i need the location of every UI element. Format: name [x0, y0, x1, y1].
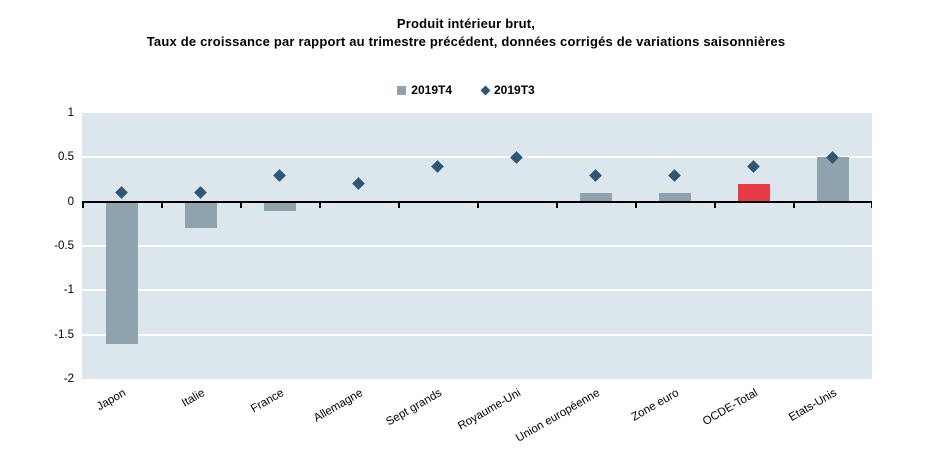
x-axis-tick	[240, 202, 242, 208]
x-axis-tick	[82, 202, 84, 208]
bar-2019T4-zone-euro	[658, 192, 691, 202]
y-axis-tick-label: -1.5	[54, 328, 74, 341]
x-axis-tick	[161, 202, 163, 208]
gridline--0.5	[82, 245, 872, 247]
bar-2019T4-japon	[105, 201, 138, 344]
bar-2019T4-ocde-total	[737, 183, 770, 202]
x-axis-tick	[556, 202, 558, 208]
bar-2019T4-france	[263, 201, 296, 211]
bar-2019T4-union-europ-enne	[579, 192, 612, 202]
x-axis-tick	[870, 202, 872, 208]
diamond-2019T3-union-europ-enne	[589, 168, 602, 182]
y-axis-tick-label: 0	[67, 195, 74, 208]
y-axis-tick-label: -1	[63, 284, 74, 297]
plot-area: 1 0.5 0 -0.5 -1 -1.5 -2 Japon Italie France Allema…	[54, 107, 872, 445]
gridline-0.5	[82, 156, 872, 159]
diamond-2019T3-italie	[194, 186, 207, 200]
y-axis-tick-label: 0.5	[58, 151, 74, 164]
x-axis-tick	[398, 202, 400, 208]
diamond-2019T3-royaume-uni	[510, 150, 523, 164]
chart-title: Produit intérieur brut, Taux de croissan…	[0, 15, 932, 51]
chart-title-line1: Produit intérieur brut,	[396, 16, 536, 31]
chart-title-line2: Taux de croissance par rapport au trimes…	[146, 34, 786, 49]
bar-series-swatch-icon	[397, 85, 407, 95]
bar-2019T4-italie	[184, 201, 217, 229]
chart-legend: 2019T4 2019T3	[0, 83, 932, 97]
legend-item-2019T4: 2019T4	[397, 83, 452, 97]
legend-item-2019T3: 2019T3	[480, 83, 535, 97]
x-axis-tick	[477, 202, 479, 208]
x-axis-tick	[319, 202, 321, 208]
y-axis-tick-label: -0.5	[54, 240, 74, 252]
x-axis-tick	[714, 202, 716, 208]
diamond-2019T3-ocde-total	[747, 159, 760, 173]
x-axis-line	[82, 200, 872, 203]
y-axis-tick-label: -2	[63, 373, 74, 385]
x-axis-tick	[793, 202, 795, 208]
diamond-2019T3-france	[273, 168, 286, 182]
legend-label-2019T3: 2019T3	[494, 83, 535, 97]
diamond-2019T3-sept-grands	[431, 159, 444, 173]
legend-label-2019T4: 2019T4	[411, 83, 452, 97]
x-axis-tick	[635, 202, 637, 208]
gridline--1.0	[82, 289, 872, 292]
diamond-2019T3-zone-euro	[668, 168, 681, 182]
diamond-2019T3-allemagne	[352, 177, 365, 191]
bar-2019T4-etats-unis	[816, 157, 849, 202]
gridline--1.5	[82, 333, 872, 336]
diamond-2019T3-japon	[115, 186, 128, 200]
y-axis-tick-label: 1	[67, 107, 74, 119]
diamond-series-swatch-icon	[480, 85, 491, 95]
